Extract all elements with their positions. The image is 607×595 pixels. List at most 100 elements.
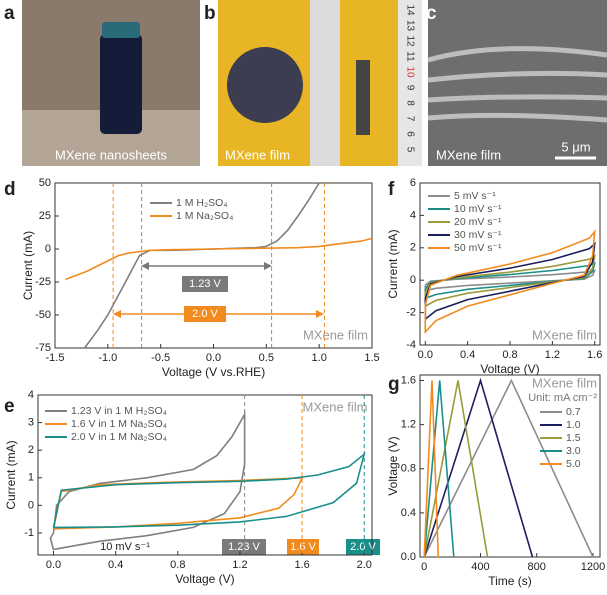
x-tick-label: 0.4	[460, 349, 475, 361]
x-tick-label: -1.5	[46, 352, 65, 364]
legend-title: Unit: mA cm⁻²	[528, 392, 597, 404]
legend-label: 1 M H₂SO₄	[176, 197, 228, 209]
x-tick-label: 1.6	[587, 349, 602, 361]
legend-label: 3.0	[566, 445, 581, 457]
x-tick-label: 2.0	[357, 559, 372, 571]
annotation: 2.0 V	[192, 308, 218, 320]
legend-label: 5.0	[566, 458, 581, 470]
film-strip	[356, 60, 370, 135]
x-axis-label: Voltage (V vs.RHE)	[162, 365, 265, 379]
ruler-number: 10	[404, 66, 415, 78]
series-line	[52, 476, 304, 530]
x-tick-label: 0.0	[46, 559, 61, 571]
ruler-number: 14	[404, 4, 415, 16]
legend-label: 2.0 V in 1 M Na₂SO₄	[71, 431, 167, 443]
annotation: 1.23 V	[189, 278, 221, 290]
ruler-number: 8	[404, 100, 415, 106]
y-tick-label: 0	[410, 274, 416, 286]
legend-label: 1.0	[566, 419, 581, 431]
y-axis-label: Voltage (V)	[386, 436, 400, 495]
panel-label: g	[388, 374, 400, 395]
vial	[100, 34, 142, 134]
y-tick-label: 25	[39, 210, 51, 222]
x-tick-label: 1.2	[545, 349, 560, 361]
series-line	[49, 411, 246, 551]
series-line	[424, 269, 597, 292]
series-line	[423, 380, 440, 558]
ruler-left	[310, 0, 340, 166]
legend-label: 5 mV s⁻¹	[454, 190, 496, 202]
y-tick-label: 4	[410, 209, 416, 221]
y-tick-label: -4	[406, 339, 416, 351]
panel-label: b	[204, 3, 216, 24]
annotation: 2.0 V	[350, 541, 376, 553]
x-tick-label: 1.6	[294, 559, 309, 571]
y-tick-label: 50	[39, 177, 51, 189]
x-tick-label: 0.0	[418, 349, 433, 361]
arrow-head	[141, 262, 149, 270]
y-tick-label: 0	[45, 243, 51, 255]
legend-label: 1.23 V in 1 M H₂SO₄	[71, 405, 167, 417]
y-tick-label: 1.2	[401, 419, 416, 431]
series-line	[65, 237, 373, 281]
sem-layers	[427, 46, 607, 123]
x-tick-label: 0.5	[259, 352, 274, 364]
y-tick-label: 3	[28, 416, 34, 428]
series-line	[52, 452, 366, 529]
x-tick-label: 0.8	[170, 559, 185, 571]
legend-label: 30 mV s⁻¹	[454, 229, 502, 241]
x-tick-label: 0.4	[108, 559, 123, 571]
legend-label: 1 M Na₂SO₄	[176, 210, 233, 222]
ruler-number: 9	[404, 85, 415, 91]
label-box	[182, 276, 228, 292]
arrow-head	[316, 310, 324, 318]
x-tick-label: 800	[528, 561, 546, 573]
ruler-number: 12	[404, 35, 415, 47]
film-disc	[227, 47, 303, 123]
plot-frame	[419, 374, 601, 558]
legend-label: 0.7	[566, 406, 581, 418]
photo-caption: MXene film	[225, 147, 290, 162]
x-tick-label: 0.0	[206, 352, 221, 364]
annotation: MXene film	[532, 375, 597, 390]
x-axis-label: Voltage (V)	[175, 572, 234, 586]
y-axis-label: Current (mA)	[386, 229, 400, 298]
y-tick-label: 4	[28, 389, 34, 401]
legend-label: 1.5	[566, 432, 581, 444]
y-tick-label: 2	[410, 242, 416, 254]
ruler-number: 5	[404, 147, 415, 153]
series-line	[424, 241, 596, 321]
y-tick-label: 2	[28, 444, 34, 456]
legend-label: 1.6 V in 1 M Na₂SO₄	[71, 418, 167, 430]
x-tick-label: -1.0	[98, 352, 117, 364]
series-line	[423, 380, 455, 558]
x-tick-label: 1.0	[312, 352, 327, 364]
x-axis-label: Time (s)	[488, 574, 532, 588]
y-tick-label: 1.6	[401, 374, 416, 386]
y-axis-label: Current (mA)	[4, 440, 18, 509]
ruler-right	[398, 0, 422, 166]
series-line	[424, 254, 596, 308]
y-tick-label: 6	[410, 177, 416, 189]
y-tick-label: 0	[28, 499, 34, 511]
label-box	[184, 306, 226, 322]
photo-c	[428, 0, 607, 166]
x-tick-label: 1.5	[364, 352, 379, 364]
annotation: 10 mV s⁻¹	[100, 541, 150, 553]
arrow-head	[113, 310, 121, 318]
panel-label: a	[4, 3, 15, 24]
legend-label: 50 mV s⁻¹	[454, 242, 502, 254]
y-tick-label: -75	[35, 342, 51, 354]
x-axis-label: Voltage (V)	[480, 362, 539, 376]
ruler-number: 11	[404, 51, 415, 62]
legend-label: 20 mV s⁻¹	[454, 216, 502, 228]
y-tick-label: -1	[24, 527, 34, 539]
y-tick-label: -2	[406, 307, 416, 319]
panel-label: c	[426, 3, 437, 24]
panel-label: f	[388, 179, 395, 200]
series-line	[423, 378, 594, 558]
ruler-number: 7	[404, 116, 415, 122]
series-line	[424, 261, 596, 300]
ruler-number: 13	[404, 20, 415, 32]
